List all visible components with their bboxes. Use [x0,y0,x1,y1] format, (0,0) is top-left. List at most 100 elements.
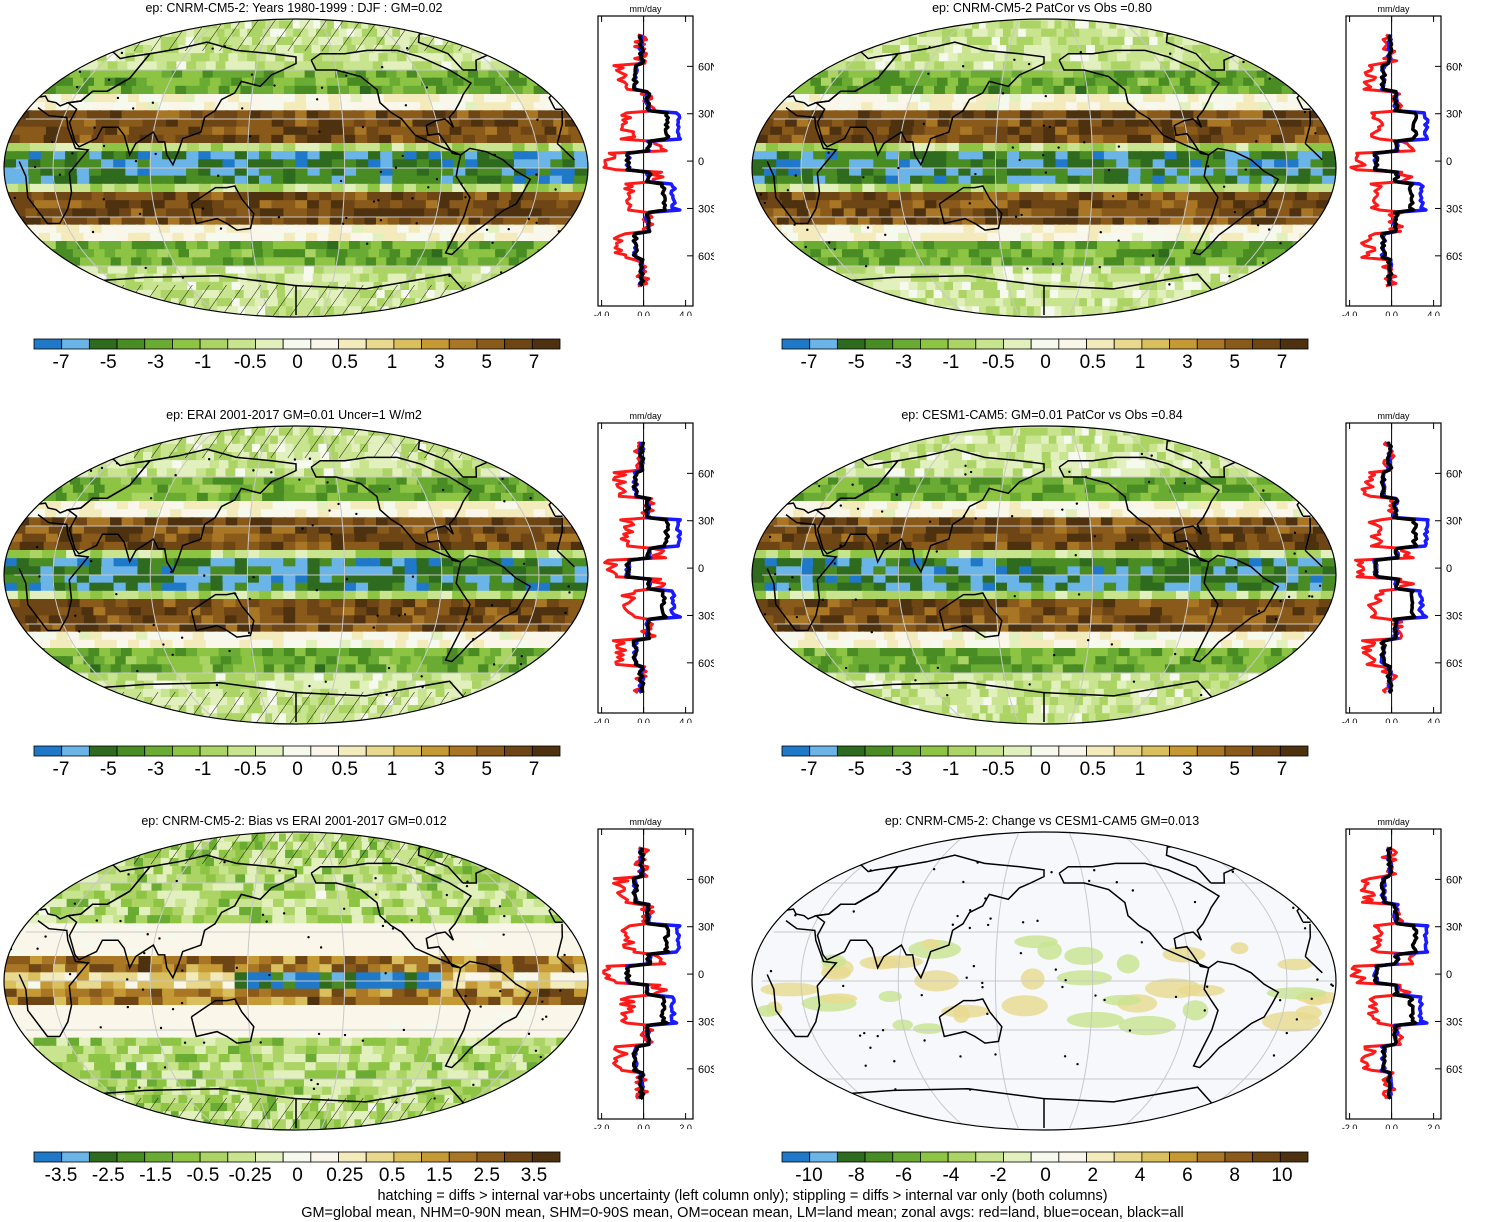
colorbar-tick-label: 0 [1040,352,1051,374]
panel-cesm1-cam5: ep: CESM1-CAM5: GM=0.01 PatCor vs Obs =0… [748,407,1485,807]
colorbar-tick-label: -6 [895,1165,912,1187]
colorbar-tick-label: 6 [1182,1165,1193,1187]
panel-title: ep: CESM1-CAM5: GM=0.01 PatCor vs Obs =0… [748,408,1336,422]
colorbar-tick-label: 2.5 [473,1165,499,1187]
zonal-average-plot: mm/day60N30N030S60S-4.00.04.0 [1338,4,1462,316]
zonal-lat-tick: 60S [1446,251,1462,263]
colorbar-tick-label: -3 [895,759,912,781]
colorbar [781,338,1309,350]
colorbar-tick-label: -1.5 [139,1165,172,1187]
zonal-lat-tick: 30N [698,516,714,528]
footer-line-1: hatching = diffs > internal var+obs unce… [0,1188,1485,1205]
footer-line-2: GM=global mean, NHM=0-90N mean, SHM=0-90… [0,1205,1485,1222]
zonal-lat-tick: 60N [698,468,714,480]
panel-title: ep: CNRM-CM5-2: Change vs CESM1-CAM5 GM=… [748,814,1336,828]
colorbar-tick-label: 3 [1182,759,1193,781]
colorbar-tick-label: 0.5 [1080,759,1106,781]
zonal-average-plot: mm/day60N30N030S60S-2.00.02.0 [590,817,714,1129]
colorbar-tick-label: -2 [990,1165,1007,1187]
zonal-value-tick: 2.0 [1427,1123,1440,1129]
zonal-all-curve [1375,848,1417,1099]
zonal-value-tick: 4.0 [679,717,692,723]
zonal-lat-tick: 60S [698,658,714,670]
colorbar-tick-label: 0.25 [326,1165,363,1187]
zonal-lat-tick: 30S [1446,1016,1462,1028]
zonal-value-tick: 0.0 [637,717,650,723]
colorbar-tick-label: 0 [292,759,303,781]
zonal-lat-tick: 30N [1446,516,1462,528]
zonal-lat-tick: 60S [698,1064,714,1076]
colorbar-tick-label: -1 [194,352,211,374]
zonal-lat-tick: 0 [698,156,704,168]
colorbar-tick-label: 7 [529,352,540,374]
colorbar-tick-label: 0.5 [379,1165,405,1187]
colorbar-tick-label: -3 [147,352,164,374]
panel-title: ep: ERAI 2001-2017 GM=0.01 Uncer=1 W/m2 [0,408,588,422]
colorbar-tick-label: 0 [1040,1165,1051,1187]
map-plot [751,425,1337,725]
colorbar-tick-label: 1.5 [426,1165,452,1187]
colorbar-tick-label: 5 [481,759,492,781]
colorbar-tick-label: -1 [942,352,959,374]
zonal-all-curve [626,35,668,286]
zonal-lat-tick: 60N [1446,61,1462,73]
colorbar-tick-label: -0.5 [982,759,1015,781]
colorbar-tick-label: 3 [1182,352,1193,374]
zonal-value-tick: 4.0 [679,310,692,316]
zonal-lat-tick: 30S [698,203,714,215]
zonal-unit-label: mm/day [1377,817,1410,827]
zonal-lat-tick: 30N [698,922,714,934]
colorbar-tick-label: -5 [100,759,117,781]
colorbar-tick-label: -1 [942,759,959,781]
zonal-lat-tick: 30S [1446,610,1462,622]
zonal-value-tick: -4.0 [1342,717,1358,723]
panel-change-vs-cesm: ep: CNRM-CM5-2: Change vs CESM1-CAM5 GM=… [748,813,1485,1213]
panel-model-djf: ep: CNRM-CM5-2: Years 1980-1999 : DJF : … [0,0,737,400]
zonal-lat-tick: 60N [698,61,714,73]
colorbar-tick-label: -7 [53,352,70,374]
map-plot [3,18,589,318]
zonal-lat-tick: 30N [1446,109,1462,121]
zonal-lat-tick: 60S [1446,1064,1462,1076]
colorbar-tick-label: 7 [1277,759,1288,781]
colorbar [781,1151,1309,1163]
zonal-all-curve [626,442,668,693]
colorbar-tick-label: 5 [481,352,492,374]
zonal-lat-tick: 60N [698,874,714,886]
colorbar [33,1151,561,1163]
zonal-value-tick: 2.0 [679,1123,692,1129]
zonal-lat-tick: 30N [1446,922,1462,934]
zonal-value-tick: 0.0 [1385,310,1398,316]
zonal-value-tick: 0.0 [637,310,650,316]
panel-title: ep: CNRM-CM5-2 PatCor vs Obs =0.80 [748,1,1336,15]
zonal-unit-label: mm/day [629,4,662,14]
zonal-lat-tick: 0 [698,563,704,575]
zonal-average-plot: mm/day60N30N030S60S-4.00.04.0 [1338,411,1462,723]
colorbar-tick-label: 7 [529,759,540,781]
colorbar-tick-label: -5 [100,352,117,374]
zonal-value-tick: 4.0 [1427,310,1440,316]
colorbar-tick-label: 2 [1088,1165,1099,1187]
colorbar [33,745,561,757]
zonal-lat-tick: 30N [698,109,714,121]
colorbar-tick-label: 0.5 [332,352,358,374]
zonal-lat-tick: 30S [1446,203,1462,215]
zonal-all-curve [1374,35,1416,286]
colorbar-tick-label: -7 [801,352,818,374]
colorbar-tick-label: 0 [292,1165,303,1187]
map-plot [751,18,1337,318]
colorbar-tick-label: 3 [434,759,445,781]
colorbar-tick-label: -0.5 [234,759,267,781]
colorbar-tick-label: 0.5 [1080,352,1106,374]
colorbar-tick-label: 1 [1135,759,1146,781]
colorbar-tick-label: 3 [434,352,445,374]
colorbar-tick-label: 4 [1135,1165,1146,1187]
colorbar-tick-label: -3 [147,759,164,781]
zonal-unit-label: mm/day [629,411,662,421]
colorbar-tick-label: -7 [53,759,70,781]
colorbar-tick-label: 0 [292,352,303,374]
